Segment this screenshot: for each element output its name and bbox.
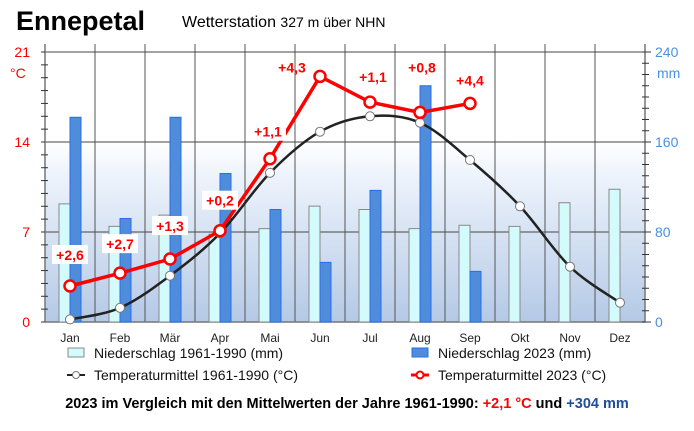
annotation-box: [152, 216, 188, 235]
point-temp-2023: [263, 151, 277, 166]
point-temp-1961-1990: [265, 167, 275, 178]
legend-swatch: [411, 347, 429, 358]
bar-precip-2023: [269, 209, 282, 323]
temp-diff-label: +2,7: [106, 236, 134, 252]
month-label: Feb: [110, 331, 131, 345]
chart-title: Ennepetal: [16, 6, 146, 36]
chart-subtitle: Wetterstation 327 m über NHN: [182, 14, 385, 32]
right-tick-label: 240: [655, 44, 679, 60]
bar-precip-1961-1990: [358, 209, 371, 323]
month-label: Jul: [362, 331, 377, 345]
subtitle-main: Wetterstation: [182, 14, 276, 31]
summary-and: und: [535, 396, 563, 412]
month-label: Mai: [260, 331, 279, 345]
month-label: Aug: [409, 331, 430, 345]
summary-line: 2023 im Vergleich mit den Mittelwerten d…: [0, 396, 694, 412]
temp-diff-label: +4,3: [278, 59, 306, 75]
temp-diff-label: +2,6: [56, 247, 84, 263]
point-temp-1961-1990: [565, 261, 575, 272]
bar-precip-1961-1990: [408, 228, 421, 323]
left-tick-label: 7: [22, 224, 30, 240]
temp-diff-label: +0,2: [206, 193, 234, 209]
summary-text: 2023 im Vergleich mit den Mittelwerten d…: [65, 396, 479, 412]
point-temp-1961-1990: [315, 126, 325, 137]
point-temp-1961-1990: [615, 297, 625, 308]
left-tick-label: 0: [22, 314, 30, 330]
legend-label: Niederschlag 1961-1990 (mm): [94, 345, 283, 361]
legend-marker: [415, 370, 425, 380]
bar-precip-2023: [369, 189, 382, 323]
legend-label: Temperaturmittel 1961-1990 (°C): [94, 367, 298, 383]
month-label: Jan: [60, 331, 79, 345]
point-temp-1961-1990: [65, 314, 75, 325]
annotation-box: [250, 121, 286, 141]
bar-precip-2023: [69, 116, 82, 323]
point-temp-1961-1990: [115, 302, 125, 313]
right-tick-label: 160: [655, 134, 679, 150]
legend-marker: [72, 371, 80, 379]
legend-swatch: [67, 347, 85, 358]
point-temp-1961-1990: [415, 117, 425, 128]
bar-precip-1961-1990: [508, 225, 521, 323]
annotation-box: [102, 234, 138, 254]
point-temp-2023: [63, 279, 77, 293]
right-tick-label: 80: [655, 224, 671, 240]
bar-precip-2023: [469, 270, 482, 323]
point-temp-2023: [313, 69, 327, 84]
month-label: Apr: [211, 331, 230, 345]
point-temp-2023: [413, 105, 427, 120]
right-axis-unit: mm: [657, 65, 680, 81]
bar-precip-1961-1990: [608, 188, 621, 323]
point-temp-1961-1990: [365, 111, 375, 122]
point-temp-2023: [213, 223, 227, 238]
month-label: Mär: [160, 331, 181, 345]
bar-precip-1961-1990: [258, 228, 271, 323]
bar-precip-2023: [219, 173, 232, 323]
point-temp-2023: [163, 252, 177, 266]
left-tick-label: 21: [14, 44, 30, 60]
annotation-box: [202, 190, 238, 210]
bar-precip-1961-1990: [458, 224, 471, 323]
point-temp-2023: [463, 96, 477, 111]
left-axis-unit: °C: [10, 65, 26, 81]
month-label: Dez: [609, 331, 630, 345]
point-temp-1961-1990: [515, 201, 525, 212]
subtitle-detail: 327 m über NHN: [280, 14, 386, 30]
left-tick-label: 14: [14, 134, 30, 150]
bar-precip-1961-1990: [208, 233, 221, 323]
temp-diff-label: +1,3: [156, 218, 184, 234]
right-tick-label: 0: [655, 314, 663, 330]
bar-precip-2023: [419, 85, 432, 323]
temp-diff-label: +1,1: [359, 69, 387, 85]
temp-diff-label: +0,8: [408, 59, 436, 75]
point-temp-2023: [363, 95, 377, 109]
month-label: Okt: [511, 331, 530, 345]
summary-precip-diff: +304 mm: [566, 396, 629, 412]
month-label: Sep: [459, 331, 481, 345]
legend-label: Temperaturmittel 2023 (°C): [438, 367, 606, 383]
point-temp-1961-1990: [165, 270, 175, 281]
month-label: Nov: [559, 331, 580, 345]
annotation-box: [52, 245, 88, 264]
bar-precip-2023: [319, 261, 332, 323]
month-label: Jun: [310, 331, 329, 345]
point-temp-2023: [113, 266, 127, 280]
temp-diff-label: +1,1: [254, 124, 282, 140]
point-temp-1961-1990: [465, 155, 475, 165]
summary-temp-diff: +2,1 °C: [482, 396, 532, 412]
bar-precip-1961-1990: [308, 205, 321, 323]
temp-diff-label: +4,4: [456, 72, 484, 88]
legend-label: Niederschlag 2023 (mm): [438, 345, 591, 361]
